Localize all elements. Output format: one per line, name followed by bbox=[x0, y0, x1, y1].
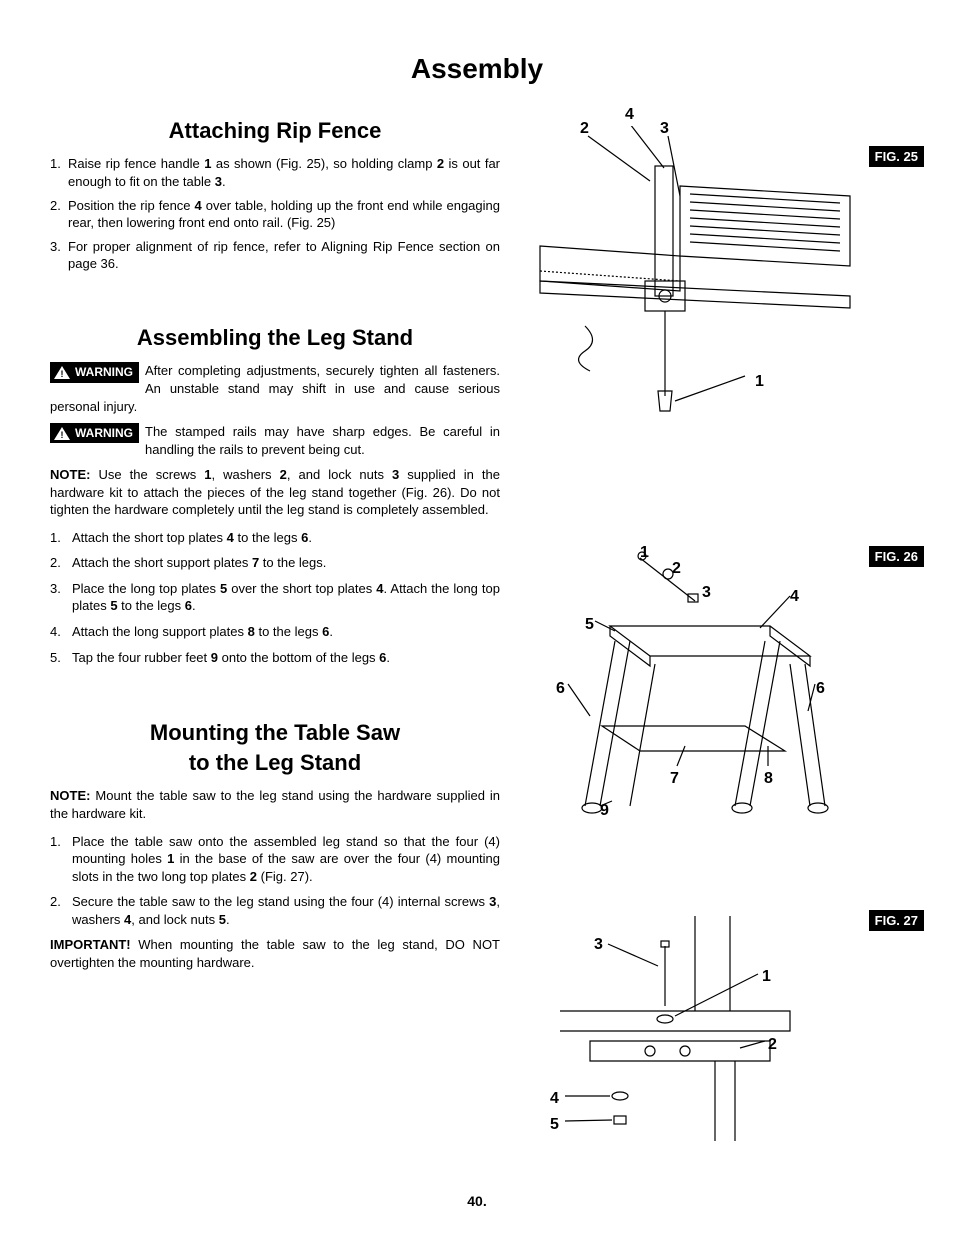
step-number: 1. bbox=[50, 155, 68, 190]
step-text: Place the long top plates 5 over the sho… bbox=[72, 580, 500, 615]
callout: 8 bbox=[764, 768, 773, 790]
step-number: 2. bbox=[50, 554, 72, 572]
callout: 6 bbox=[556, 678, 565, 700]
left-column: Attaching Rip Fence 1.Raise rip fence ha… bbox=[50, 116, 500, 1196]
warning-label: WARNING bbox=[75, 425, 133, 441]
section-heading-mounting-2: to the Leg Stand bbox=[50, 748, 500, 778]
warning-label: WARNING bbox=[75, 364, 133, 380]
callout: 3 bbox=[660, 118, 669, 140]
step-number: 3. bbox=[50, 580, 72, 615]
note-text: NOTE: Use the screws 1, washers 2, and l… bbox=[50, 466, 500, 519]
mounting-steps: 1.Place the table saw onto the assembled… bbox=[50, 833, 500, 929]
callout: 9 bbox=[600, 800, 609, 822]
step-text: Attach the long support plates 8 to the … bbox=[72, 623, 500, 641]
step-number: 2. bbox=[50, 893, 72, 928]
step-number: 1. bbox=[50, 529, 72, 547]
step-text: Tap the four rubber feet 9 onto the bott… bbox=[72, 649, 500, 667]
callout: 2 bbox=[768, 1034, 777, 1056]
figure-label: FIG. 26 bbox=[869, 546, 924, 568]
step-text: For proper alignment of rip fence, refer… bbox=[68, 238, 500, 273]
step-text: Position the rip fence 4 over table, hol… bbox=[68, 197, 500, 232]
callout: 4 bbox=[550, 1088, 559, 1110]
callout: 5 bbox=[585, 614, 594, 636]
page-title: Assembly bbox=[50, 50, 904, 88]
warning-block: WARNING After completing adjustments, se… bbox=[50, 362, 500, 415]
note-text: NOTE: Mount the table saw to the leg sta… bbox=[50, 787, 500, 822]
step-text: Attach the short top plates 4 to the leg… bbox=[72, 529, 500, 547]
warning-badge: WARNING bbox=[50, 423, 139, 443]
step-text: Attach the short support plates 7 to the… bbox=[72, 554, 500, 572]
right-column: FIG. 25 bbox=[530, 116, 904, 1196]
page-number: 40. bbox=[0, 1192, 954, 1211]
figure-label: FIG. 25 bbox=[869, 146, 924, 168]
callout: 2 bbox=[580, 118, 589, 140]
callout: 1 bbox=[640, 542, 649, 564]
section-heading-mounting-1: Mounting the Table Saw bbox=[50, 718, 500, 748]
callout: 3 bbox=[594, 934, 603, 956]
callout: 2 bbox=[672, 558, 681, 580]
section-heading-leg-stand: Assembling the Leg Stand bbox=[50, 323, 500, 353]
callout: 4 bbox=[625, 104, 634, 126]
step-number: 2. bbox=[50, 197, 68, 232]
figure-25: FIG. 25 bbox=[530, 126, 904, 436]
section-heading-rip-fence: Attaching Rip Fence bbox=[50, 116, 500, 146]
step-text: Raise rip fence handle 1 as shown (Fig. … bbox=[68, 155, 500, 190]
rip-fence-steps: 1.Raise rip fence handle 1 as shown (Fig… bbox=[50, 155, 500, 272]
figure-26: FIG. 26 bbox=[530, 546, 904, 836]
step-number: 3. bbox=[50, 238, 68, 273]
callout: 4 bbox=[790, 586, 799, 608]
figure-27: FIG. 27 bbox=[530, 916, 904, 1156]
figure-27-diagram bbox=[530, 916, 830, 1146]
step-number: 5. bbox=[50, 649, 72, 667]
step-number: 1. bbox=[50, 833, 72, 886]
figure-label: FIG. 27 bbox=[869, 910, 924, 932]
figure-26-diagram bbox=[530, 546, 850, 826]
warning-block: WARNING The stamped rails may have sharp… bbox=[50, 423, 500, 458]
callout: 1 bbox=[755, 371, 764, 393]
warning-badge: WARNING bbox=[50, 362, 139, 382]
callout: 5 bbox=[550, 1114, 559, 1136]
warning-icon bbox=[54, 366, 70, 379]
callout: 6 bbox=[816, 678, 825, 700]
callout: 1 bbox=[762, 966, 771, 988]
leg-stand-steps: 1.Attach the short top plates 4 to the l… bbox=[50, 529, 500, 666]
step-number: 4. bbox=[50, 623, 72, 641]
step-text: Place the table saw onto the assembled l… bbox=[72, 833, 500, 886]
important-text: IMPORTANT! When mounting the table saw t… bbox=[50, 936, 500, 971]
step-text: Secure the table saw to the leg stand us… bbox=[72, 893, 500, 928]
warning-icon bbox=[54, 427, 70, 440]
warning-text: The stamped rails may have sharp edges. … bbox=[145, 424, 500, 457]
callout: 7 bbox=[670, 768, 679, 790]
callout: 3 bbox=[702, 582, 711, 604]
figure-25-diagram bbox=[530, 126, 860, 426]
